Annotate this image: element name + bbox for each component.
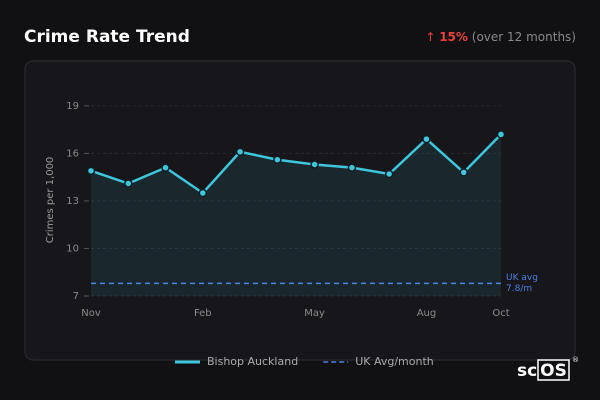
legend-label: UK Avg/month bbox=[355, 355, 434, 368]
reference-label: UK avg bbox=[506, 273, 538, 283]
data-point bbox=[422, 134, 431, 144]
area-fill bbox=[91, 134, 501, 296]
series-line bbox=[90, 133, 502, 195]
data-point bbox=[235, 147, 245, 157]
data-point bbox=[310, 160, 319, 169]
x-tick-label: Oct bbox=[492, 308, 509, 319]
logo-box bbox=[537, 359, 570, 381]
y-tick-label: 10 bbox=[66, 243, 79, 254]
data-point bbox=[347, 163, 357, 172]
logo-boxed-text: OS bbox=[540, 361, 567, 381]
title: Crime Rate Trend bbox=[24, 27, 190, 47]
logo-text: sc bbox=[517, 361, 537, 381]
data-point bbox=[384, 169, 394, 179]
legend-label: Bishop Auckland bbox=[207, 355, 298, 368]
y-tick-label: 7 bbox=[73, 291, 79, 302]
change-arrow: ↑ bbox=[425, 30, 435, 44]
x-tick-label: Feb bbox=[194, 308, 212, 319]
x-tick-label: Aug bbox=[417, 308, 437, 319]
logo-mark: ® bbox=[572, 356, 579, 364]
x-tick-label: Nov bbox=[81, 308, 101, 319]
y-tick-label: 16 bbox=[66, 148, 79, 159]
change-value: 15% bbox=[439, 30, 468, 44]
change-note: (over 12 months) bbox=[472, 30, 576, 44]
data-point bbox=[86, 166, 96, 176]
reference-label: 7.8/m bbox=[506, 284, 532, 294]
x-tick-label: May bbox=[304, 308, 325, 319]
data-point bbox=[459, 168, 468, 177]
change-summary: ↑ 15% (over 12 months) bbox=[425, 30, 576, 44]
y-tick-label: 13 bbox=[66, 196, 79, 207]
data-point bbox=[273, 155, 282, 164]
data-point bbox=[124, 179, 133, 188]
y-tick-label: 19 bbox=[66, 101, 79, 112]
data-point bbox=[496, 130, 506, 139]
data-point bbox=[198, 188, 208, 198]
data-point bbox=[161, 163, 170, 172]
panel bbox=[24, 60, 576, 361]
y-axis-label: Crimes per 1,000 bbox=[45, 157, 56, 244]
